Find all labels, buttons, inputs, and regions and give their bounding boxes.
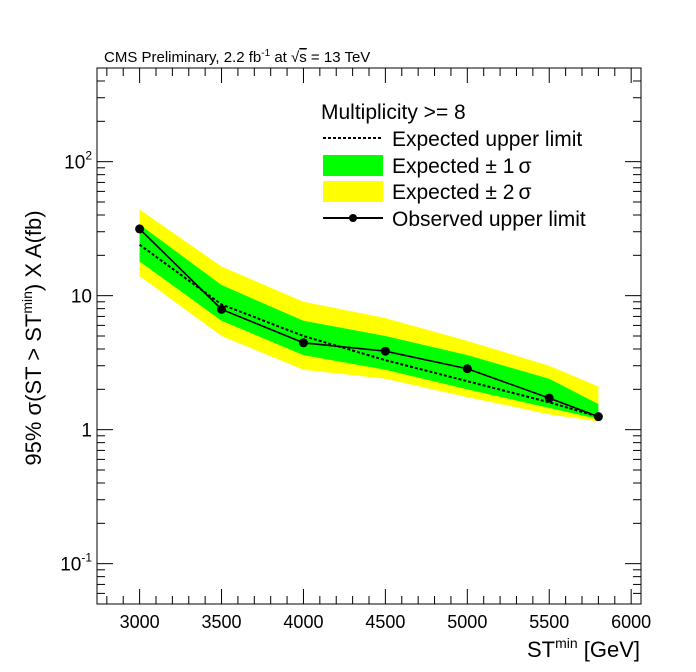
x-tick-label: 6000 — [611, 612, 651, 632]
band-1-sigma — [139, 224, 599, 420]
header-middle: at — [270, 49, 291, 66]
y-axis-label-part2: ) X A(fb) — [21, 210, 46, 291]
y-axis-label-sup: min — [19, 291, 35, 314]
x-axis-label: STmin [GeV] — [527, 635, 640, 662]
expected-limit-line — [139, 243, 599, 418]
legend-band1-prefix: Expected ± 1 — [392, 155, 514, 178]
observed-points — [135, 224, 603, 422]
legend-band1-sigma: σ — [518, 155, 531, 178]
observed-point — [135, 224, 145, 234]
header-s: s — [299, 49, 307, 66]
legend-header: Multiplicity >= 8 — [321, 101, 466, 124]
limit-bands — [139, 209, 599, 422]
chart-header: CMS Preliminary, 2.2 fb-1 at √s = 13 TeV — [104, 48, 370, 66]
x-axis-label-unit: [GeV] — [578, 637, 640, 662]
legend-observed-label: Observed upper limit — [392, 208, 586, 231]
x-tick-label: 4000 — [283, 612, 323, 632]
observed-point — [462, 364, 472, 374]
x-tick-label: 3500 — [202, 612, 242, 632]
observed-point — [544, 393, 554, 403]
y-tick-label: 102 — [64, 149, 92, 174]
x-axis-label-base: ST — [527, 637, 555, 662]
observed-point — [217, 304, 227, 314]
y-axis-label-part1: 95% σ(ST > ST — [21, 314, 46, 466]
x-axis-label-sup: min — [555, 635, 578, 651]
y-axis-label: 95% σ(ST > STmin) X A(fb) — [19, 210, 46, 465]
legend-expected-label: Expected upper limit — [392, 128, 582, 151]
y-axis-ticks: 10-1 1 10 102 — [60, 67, 641, 605]
observed-point — [298, 338, 308, 348]
legend-band2-sigma: σ — [518, 181, 531, 204]
legend-band2-swatch — [323, 181, 383, 202]
legend-band2-prefix: Expected ± 2 — [392, 181, 514, 204]
y-tick-label: 10-1 — [60, 551, 92, 576]
header-lumi-exponent: -1 — [261, 48, 270, 59]
x-tick-label: 5000 — [447, 612, 487, 632]
header-prefix: CMS Preliminary, 2.2 fb — [104, 49, 261, 66]
y-tick-label: 1 — [81, 421, 92, 442]
x-axis-ticks: 3000 3500 4000 4500 5000 5500 6000 — [106, 68, 651, 632]
legend-band1-swatch — [323, 155, 383, 176]
x-tick-label: 3000 — [120, 612, 160, 632]
legend-observed-marker — [349, 214, 357, 222]
observed-point — [380, 346, 390, 356]
legend: Multiplicity >= 8 Expected upper limit E… — [321, 101, 586, 231]
x-tick-label: 4500 — [365, 612, 405, 632]
observed-point — [593, 412, 603, 422]
header-sqrt: √ — [291, 49, 300, 66]
y-tick-label: 10 — [71, 287, 92, 308]
x-tick-label: 5500 — [529, 612, 569, 632]
header-suffix: = 13 TeV — [307, 49, 371, 66]
